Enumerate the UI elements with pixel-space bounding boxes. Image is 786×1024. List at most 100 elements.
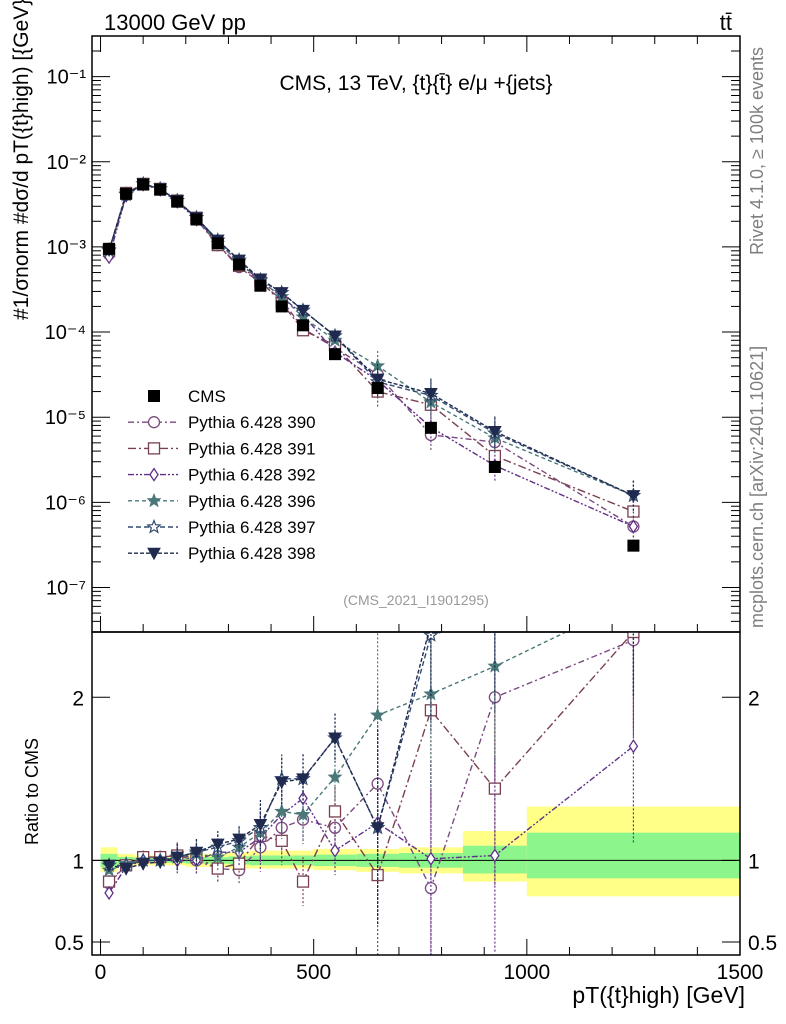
ratio-y-tick-label-right: 2 xyxy=(748,687,760,710)
legend-label: Pythia 6.428 398 xyxy=(188,544,316,563)
mc-point xyxy=(274,287,289,300)
ratio-point xyxy=(423,686,439,701)
mc-point xyxy=(628,519,639,534)
x-tick-label: 0 xyxy=(95,961,107,984)
ratio-point xyxy=(136,858,151,871)
cms-data-point xyxy=(297,319,310,332)
ratio-series-line xyxy=(109,632,445,866)
ratio-point xyxy=(327,769,343,784)
ratio-panel: 0.5 0.5 1 1 2 2 0 500 1000 1500 xyxy=(55,593,777,984)
mc-point xyxy=(424,387,438,401)
mc-point xyxy=(328,330,342,343)
y-tick-label: 10⁻³ xyxy=(47,237,87,259)
main-data-area xyxy=(101,175,642,552)
y-tick-label: 10⁻¹ xyxy=(47,67,87,89)
ratio-point xyxy=(627,593,639,605)
mc-point xyxy=(253,273,268,287)
x-axis-label: pT({t}high) [GeV] xyxy=(572,982,745,1008)
x-tick-label: 1000 xyxy=(503,961,550,984)
ratio-point xyxy=(426,851,436,866)
ratio-series-line xyxy=(108,632,430,870)
ratio-point xyxy=(170,851,185,865)
ratio-point xyxy=(210,838,225,852)
mc-series-line xyxy=(108,183,634,528)
ratio-series-line xyxy=(108,632,634,884)
mc-series-line xyxy=(108,183,634,497)
ratio-point xyxy=(489,594,501,605)
cms-data-point xyxy=(254,279,267,292)
ratio-point xyxy=(296,773,310,786)
ratio-y-tick-label: 2 xyxy=(72,687,84,710)
y-axis-label-ratio: Ratio to CMS xyxy=(22,738,42,845)
ratio-point xyxy=(189,846,204,860)
ratio-point xyxy=(295,806,311,822)
analysis-id: (CMS_2021_I1901295) xyxy=(343,592,489,608)
x-tick-label: 500 xyxy=(296,961,331,984)
uncertainty-band-inner xyxy=(526,832,740,879)
mc-series-line xyxy=(108,183,634,497)
main-panel: 10⁻⁷ 10⁻⁶ 10⁻⁵ 10⁻⁴ 10⁻³ 10⁻² 10⁻¹ CMS Pythia 6.… xyxy=(45,35,741,633)
cms-data-point xyxy=(371,382,384,395)
ratio-point xyxy=(153,856,168,870)
cms-data-point xyxy=(120,187,133,200)
cms-data-point xyxy=(211,237,224,250)
mc-series-line xyxy=(108,183,634,528)
ratio-point xyxy=(490,848,500,863)
ratio-point xyxy=(488,782,502,795)
cms-data-point xyxy=(190,213,203,226)
mc-point xyxy=(370,373,385,387)
legend-label: Pythia 6.428 397 xyxy=(188,518,316,537)
ratio-point xyxy=(102,875,116,888)
legend-marker xyxy=(146,518,162,534)
cms-data-point xyxy=(137,178,150,191)
ratio-y-tick-label: 0.5 xyxy=(55,932,84,955)
cms-data-point xyxy=(275,300,288,313)
cms-data-point xyxy=(329,348,341,361)
ratio-data-area xyxy=(92,593,740,955)
legend-label: Pythia 6.428 390 xyxy=(188,413,316,432)
legend-marker xyxy=(146,492,162,508)
main-frame xyxy=(91,35,741,633)
ratio-point xyxy=(627,594,639,605)
y-tick-label: 10⁻⁵ xyxy=(45,407,86,429)
ratio-point xyxy=(330,843,340,858)
legend-label-cms: CMS xyxy=(188,387,226,406)
ratio-point xyxy=(370,707,386,722)
y-tick-label: 10⁻² xyxy=(47,152,87,174)
cms-data-point xyxy=(627,539,640,552)
mcplots-label: mcplots.cern.ch [arXiv:2401.10621] xyxy=(747,346,767,628)
y-tick-label: 10⁻⁴ xyxy=(45,322,86,344)
cms-data-point xyxy=(154,183,167,196)
legend-marker xyxy=(147,416,161,429)
ratio-point xyxy=(119,863,133,876)
ratio-point xyxy=(424,881,438,895)
ratio-point xyxy=(425,619,437,630)
mc-point xyxy=(296,304,310,318)
x-tick-label: 1500 xyxy=(717,961,764,984)
legend-marker xyxy=(147,442,161,455)
ratio-point xyxy=(253,818,268,832)
ratio-point xyxy=(232,833,246,847)
ratio-point xyxy=(489,609,501,621)
cms-data-point xyxy=(233,258,246,271)
legend-marker xyxy=(147,547,161,561)
ratio-point xyxy=(275,834,288,847)
ratio-point xyxy=(627,593,639,605)
ratio-point xyxy=(628,739,639,754)
header-left: 13000 GeV pp xyxy=(104,10,246,35)
ratio-point xyxy=(274,803,290,818)
legend-marker-cms xyxy=(148,390,160,402)
y-axis-label-main: #1/σnorm #dσ/d pT({t}high) [{GeV}⁻¹] xyxy=(10,0,33,320)
rivet-label: Rivet 4.1.0, ≥ 100k events xyxy=(747,47,767,255)
ratio-y-tick-label-right: 0.5 xyxy=(748,932,777,955)
ratio-y-tick-label: 1 xyxy=(72,850,84,873)
mc-point xyxy=(626,490,641,503)
ratio-point xyxy=(296,875,310,888)
legend-marker xyxy=(149,467,159,482)
cms-data-point xyxy=(171,195,184,208)
cms-data-point xyxy=(424,421,437,434)
cms-data-point xyxy=(488,461,501,474)
chart-title: CMS, 13 TeV, {t}{t̄} e/μ +{jets} xyxy=(279,72,552,95)
header-right: tt̄ xyxy=(720,10,732,35)
